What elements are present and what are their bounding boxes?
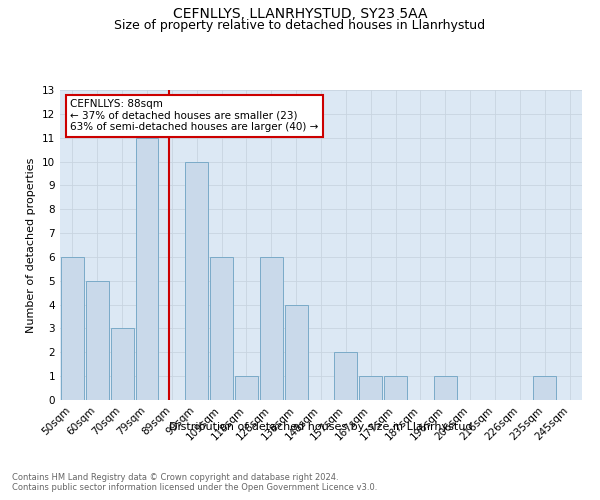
- Bar: [111, 328, 134, 400]
- Bar: [359, 376, 382, 400]
- Bar: [260, 257, 283, 400]
- Bar: [61, 257, 84, 400]
- Text: CEFNLLYS, LLANRHYSTUD, SY23 5AA: CEFNLLYS, LLANRHYSTUD, SY23 5AA: [173, 8, 427, 22]
- Bar: [235, 376, 258, 400]
- Bar: [86, 281, 109, 400]
- Bar: [533, 376, 556, 400]
- Bar: [334, 352, 357, 400]
- Text: Size of property relative to detached houses in Llanrhystud: Size of property relative to detached ho…: [115, 18, 485, 32]
- Bar: [210, 257, 233, 400]
- Bar: [434, 376, 457, 400]
- Text: Contains HM Land Registry data © Crown copyright and database right 2024.: Contains HM Land Registry data © Crown c…: [12, 472, 338, 482]
- Y-axis label: Number of detached properties: Number of detached properties: [26, 158, 37, 332]
- Bar: [384, 376, 407, 400]
- Text: Distribution of detached houses by size in Llanrhystud: Distribution of detached houses by size …: [169, 422, 473, 432]
- Bar: [285, 304, 308, 400]
- Text: Contains public sector information licensed under the Open Government Licence v3: Contains public sector information licen…: [12, 482, 377, 492]
- Bar: [136, 138, 158, 400]
- Bar: [185, 162, 208, 400]
- Text: CEFNLLYS: 88sqm
← 37% of detached houses are smaller (23)
63% of semi-detached h: CEFNLLYS: 88sqm ← 37% of detached houses…: [70, 100, 319, 132]
